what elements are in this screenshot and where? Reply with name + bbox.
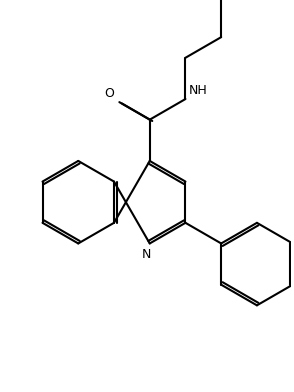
Text: NH: NH — [189, 83, 208, 96]
Text: O: O — [105, 87, 114, 100]
Text: N: N — [142, 249, 151, 261]
